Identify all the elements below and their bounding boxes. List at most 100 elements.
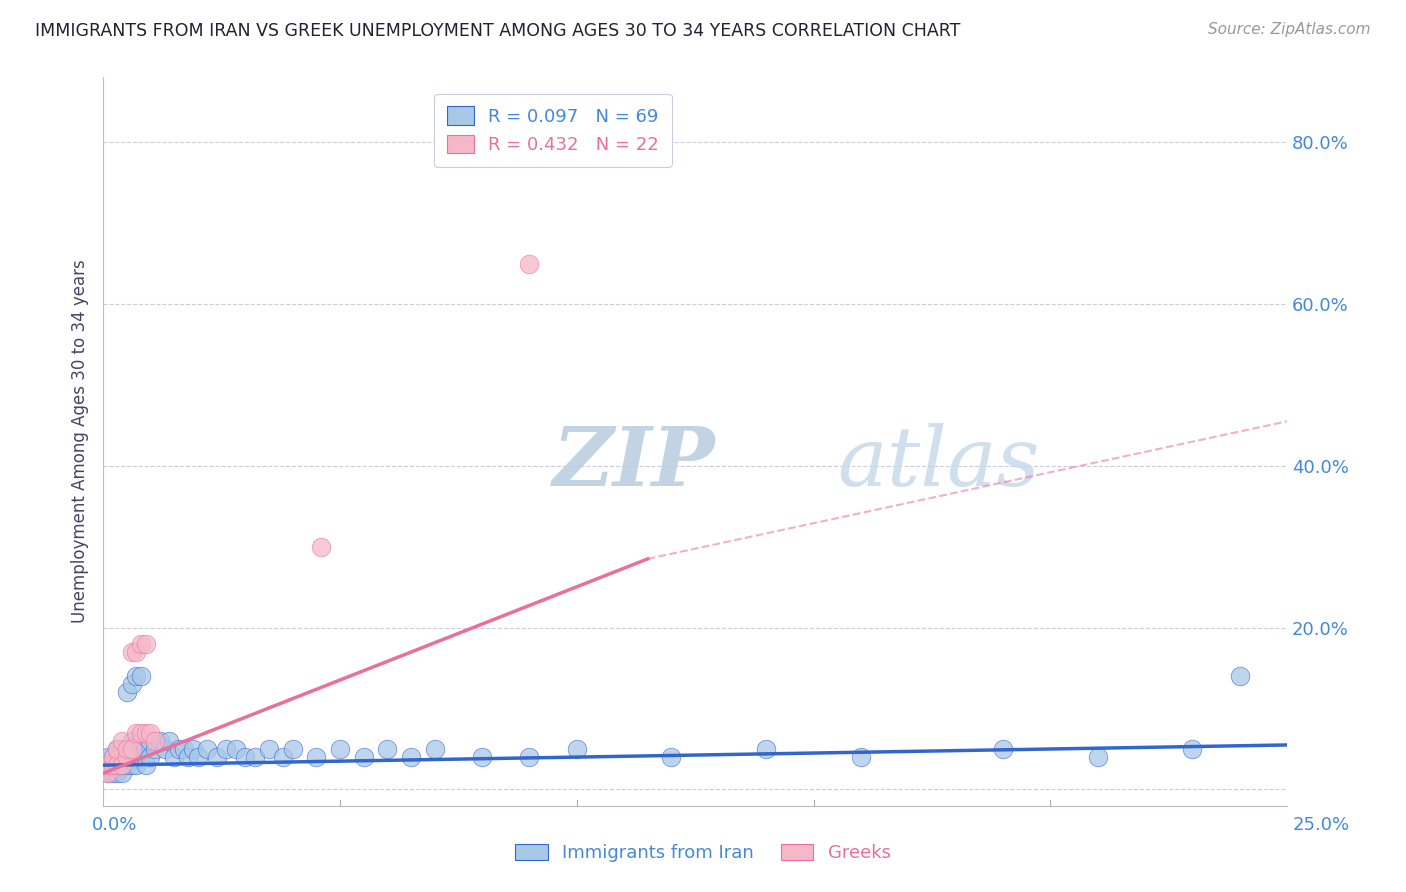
Point xyxy=(661,750,683,764)
Point xyxy=(305,750,328,764)
Point xyxy=(177,750,200,764)
Point xyxy=(115,685,138,699)
Point xyxy=(121,645,143,659)
Point xyxy=(167,742,190,756)
Point xyxy=(101,758,124,772)
Point xyxy=(205,750,228,764)
Point xyxy=(105,742,128,756)
Point xyxy=(399,750,422,764)
Point xyxy=(153,742,176,756)
Legend: R = 0.097   N = 69, R = 0.432   N = 22: R = 0.097 N = 69, R = 0.432 N = 22 xyxy=(434,94,672,167)
Point xyxy=(129,669,152,683)
Text: ZIP: ZIP xyxy=(553,424,716,503)
Point xyxy=(97,758,120,772)
Point xyxy=(121,734,143,748)
Point xyxy=(111,742,134,756)
Point xyxy=(281,742,304,756)
Point xyxy=(125,645,148,659)
Point xyxy=(353,750,375,764)
Point xyxy=(121,758,143,772)
Point xyxy=(143,742,166,756)
Point xyxy=(1229,669,1251,683)
Text: atlas: atlas xyxy=(837,424,1039,503)
Text: IMMIGRANTS FROM IRAN VS GREEK UNEMPLOYMENT AMONG AGES 30 TO 34 YEARS CORRELATION: IMMIGRANTS FROM IRAN VS GREEK UNEMPLOYME… xyxy=(35,22,960,40)
Point xyxy=(115,758,138,772)
Point xyxy=(125,758,148,772)
Point xyxy=(129,750,152,764)
Text: 25.0%: 25.0% xyxy=(1292,816,1350,834)
Point xyxy=(517,256,540,270)
Point xyxy=(329,742,352,756)
Point xyxy=(257,742,280,756)
Point xyxy=(517,750,540,764)
Point xyxy=(1087,750,1109,764)
Point xyxy=(97,758,120,772)
Point xyxy=(115,750,138,764)
Point xyxy=(111,734,134,748)
Point xyxy=(111,766,134,780)
Y-axis label: Unemployment Among Ages 30 to 34 years: Unemployment Among Ages 30 to 34 years xyxy=(72,260,89,624)
Point xyxy=(115,750,138,764)
Point xyxy=(991,742,1014,756)
Point xyxy=(125,726,148,740)
Point xyxy=(143,734,166,748)
Point xyxy=(101,758,124,772)
Point xyxy=(135,758,157,772)
Point xyxy=(115,742,138,756)
Point xyxy=(129,726,152,740)
Point xyxy=(121,677,143,691)
Point xyxy=(129,637,152,651)
Point xyxy=(471,750,494,764)
Point xyxy=(173,742,195,756)
Point xyxy=(233,750,256,764)
Point xyxy=(101,758,124,772)
Point xyxy=(115,742,138,756)
Point xyxy=(105,750,128,764)
Point xyxy=(101,766,124,780)
Point xyxy=(159,734,181,748)
Point xyxy=(195,742,218,756)
Point xyxy=(139,750,162,764)
Text: 0.0%: 0.0% xyxy=(91,816,136,834)
Point xyxy=(125,669,148,683)
Point xyxy=(105,758,128,772)
Point xyxy=(755,742,778,756)
Point xyxy=(423,742,446,756)
Point xyxy=(163,750,186,764)
Point xyxy=(125,742,148,756)
Point xyxy=(105,766,128,780)
Point xyxy=(243,750,266,764)
Point xyxy=(129,734,152,748)
Point xyxy=(111,758,134,772)
Point xyxy=(271,750,294,764)
Point xyxy=(121,750,143,764)
Point xyxy=(101,750,124,764)
Text: Source: ZipAtlas.com: Source: ZipAtlas.com xyxy=(1208,22,1371,37)
Point xyxy=(849,750,872,764)
Point xyxy=(111,758,134,772)
Point xyxy=(135,742,157,756)
Point xyxy=(97,766,120,780)
Point xyxy=(105,758,128,772)
Point xyxy=(225,742,247,756)
Point xyxy=(149,734,172,748)
Point xyxy=(375,742,398,756)
Legend: Immigrants from Iran, Greeks: Immigrants from Iran, Greeks xyxy=(508,837,898,870)
Point xyxy=(101,750,124,764)
Point xyxy=(105,742,128,756)
Point xyxy=(97,750,120,764)
Point xyxy=(309,540,332,554)
Point xyxy=(135,726,157,740)
Point xyxy=(97,766,120,780)
Point xyxy=(135,637,157,651)
Point xyxy=(139,726,162,740)
Point xyxy=(111,750,134,764)
Point xyxy=(105,758,128,772)
Point xyxy=(215,742,238,756)
Point xyxy=(1181,742,1204,756)
Point xyxy=(187,750,209,764)
Point xyxy=(565,742,588,756)
Point xyxy=(181,742,204,756)
Point xyxy=(139,734,162,748)
Point xyxy=(121,742,143,756)
